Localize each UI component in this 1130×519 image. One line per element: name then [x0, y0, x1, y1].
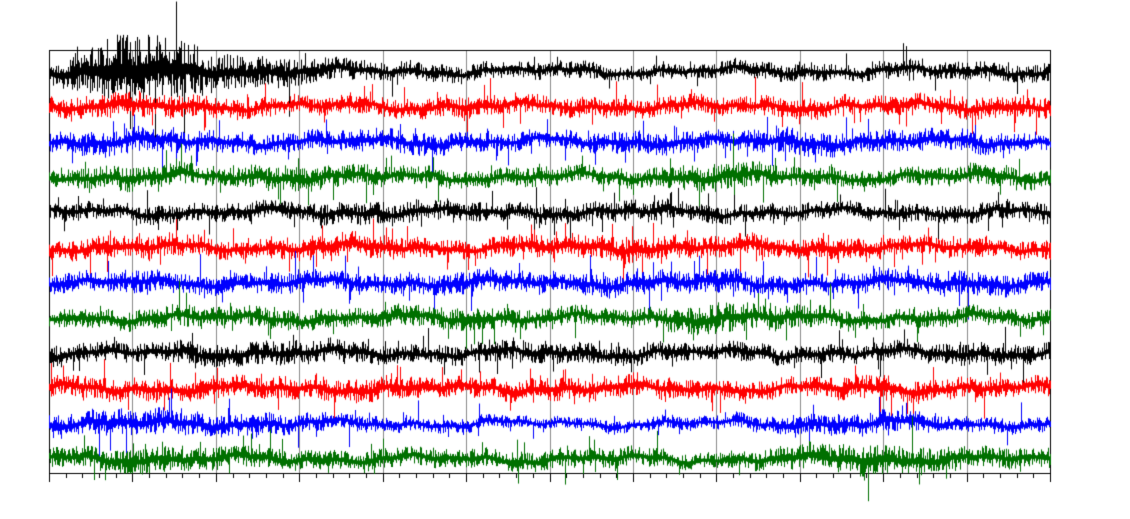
- seismogram-canvas: [0, 0, 1130, 519]
- helicorder-figure: Aug11,2021 ROC HHN LD -- (LDEO, Rocheste…: [0, 0, 1130, 519]
